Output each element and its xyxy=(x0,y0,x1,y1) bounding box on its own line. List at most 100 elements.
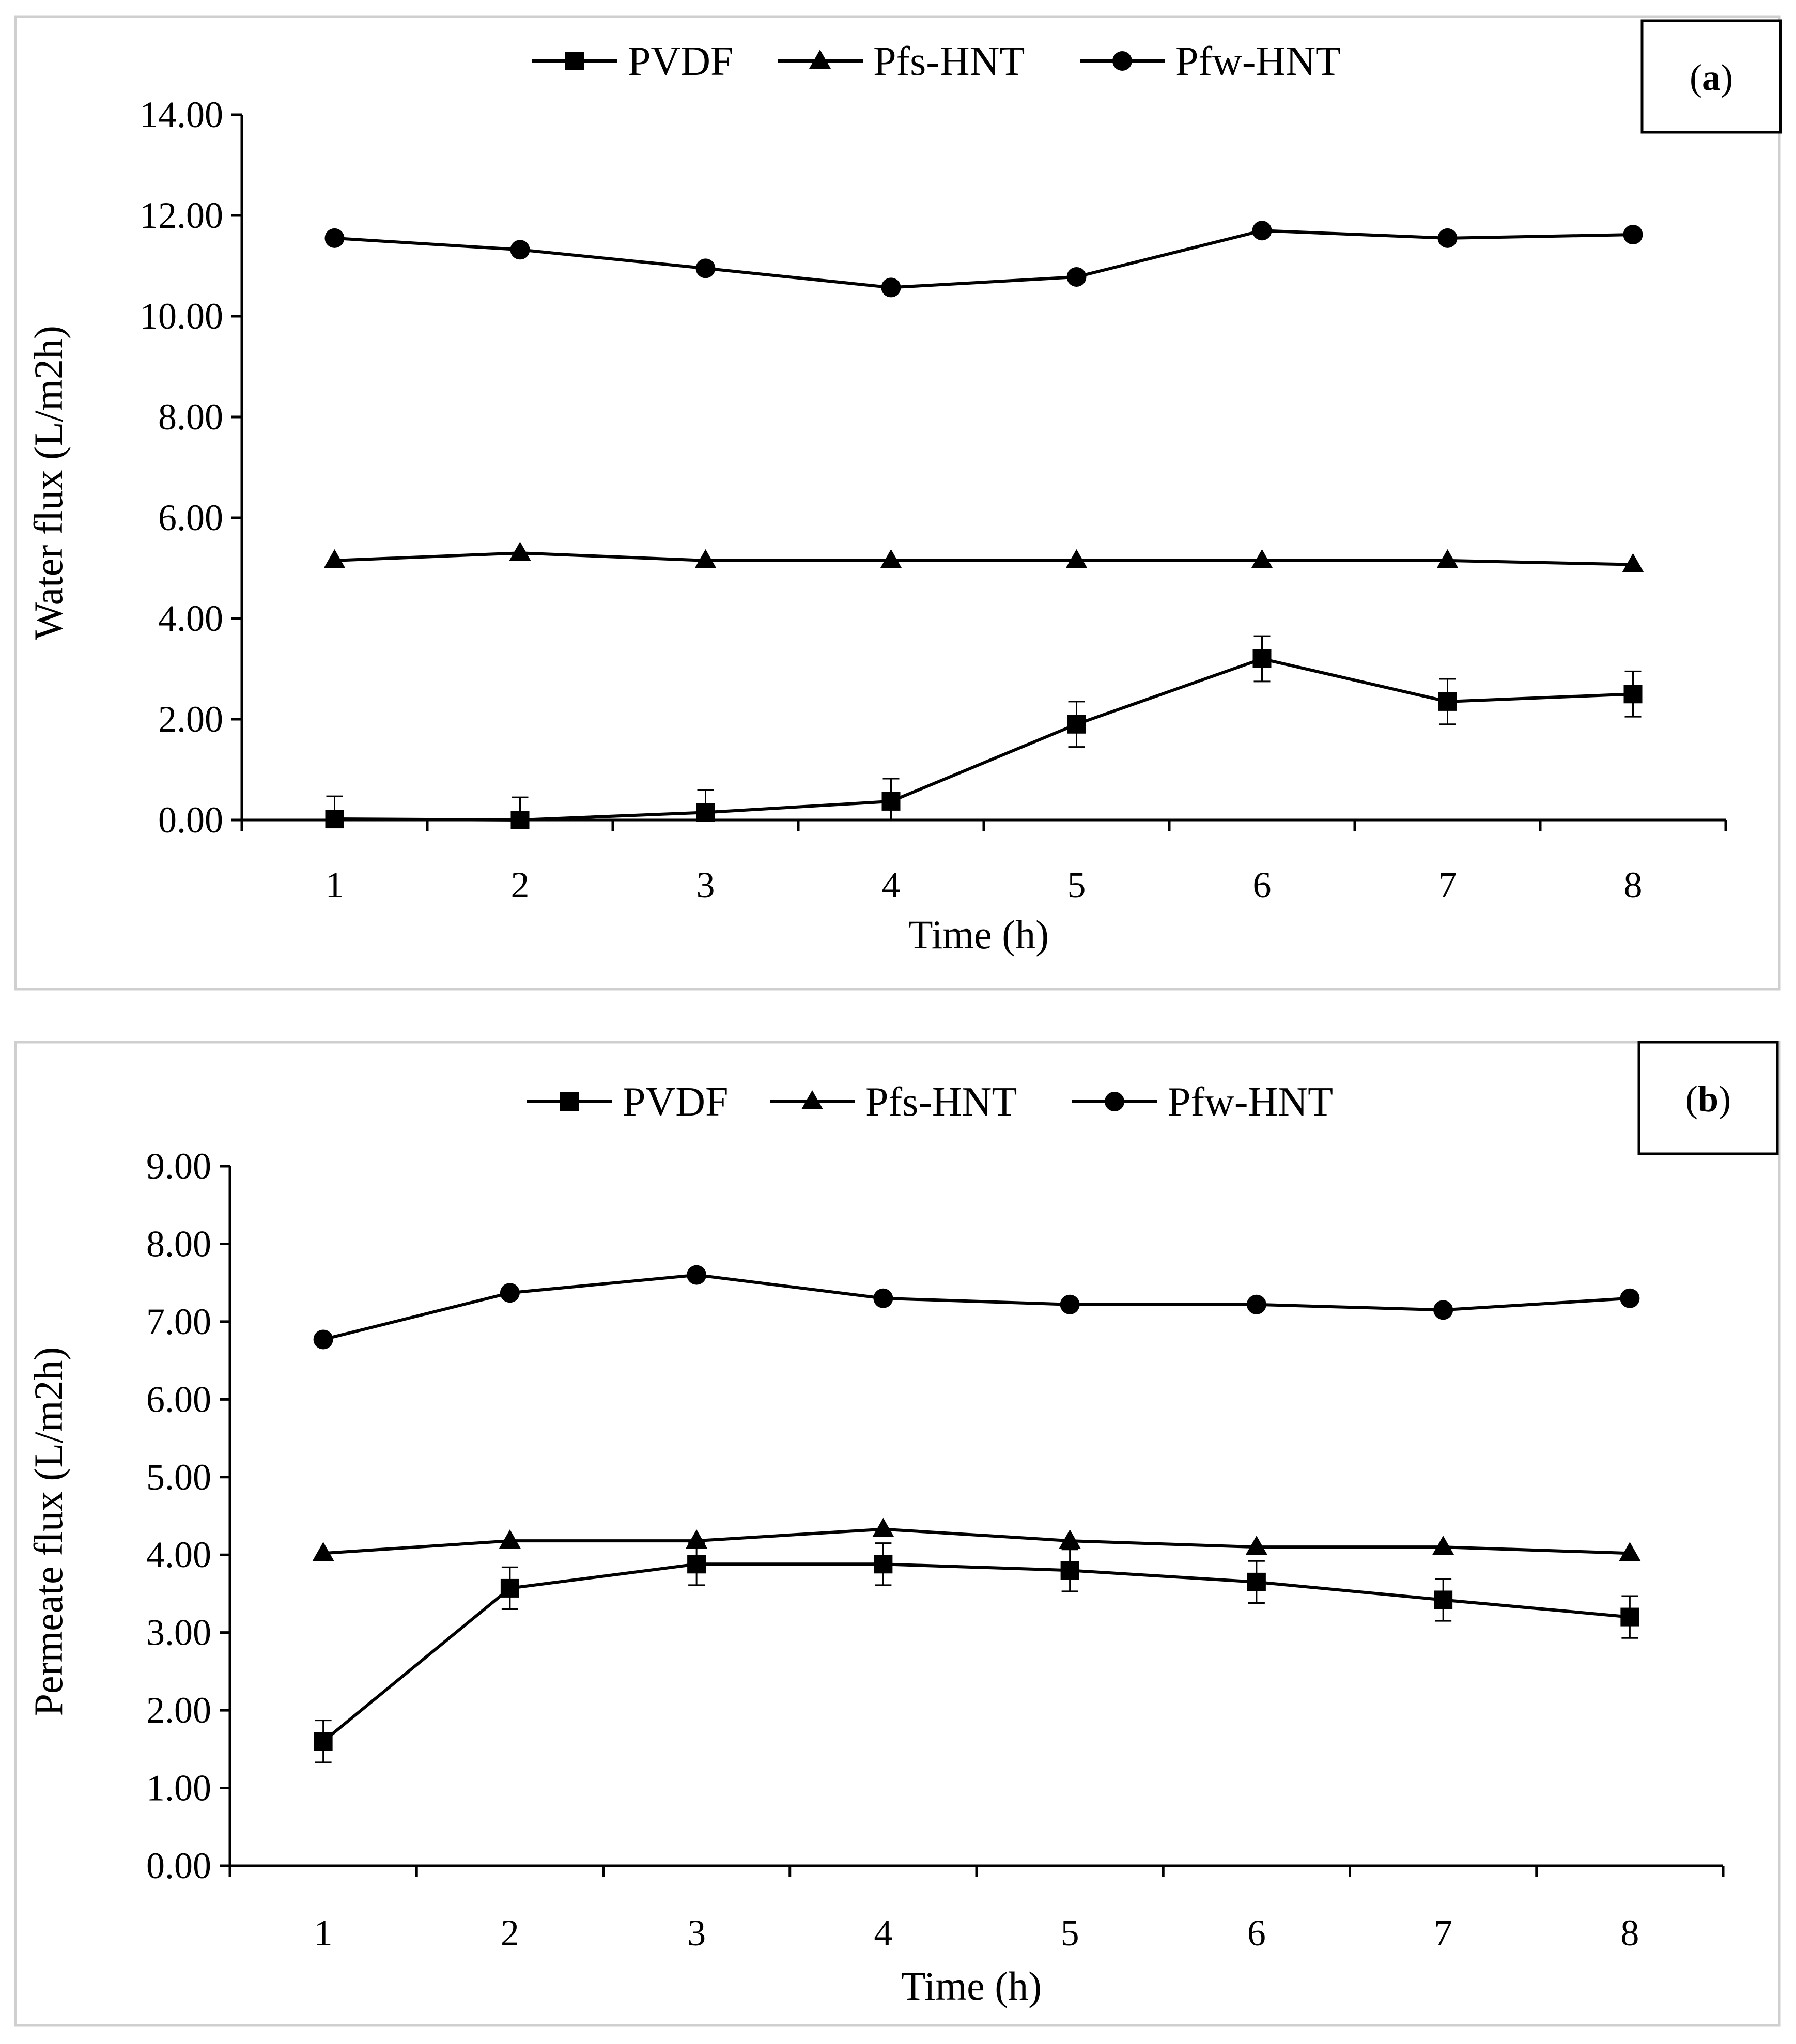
panel-label-letter: b xyxy=(1698,1078,1718,1120)
data-point xyxy=(1066,267,1087,287)
data-point xyxy=(1432,1536,1454,1555)
legend-item-pvdf: PVDF xyxy=(532,39,734,84)
y-tick-label: 9.00 xyxy=(146,1145,211,1187)
y-tick-label: 3.00 xyxy=(146,1612,211,1653)
data-point xyxy=(510,811,530,829)
data-point xyxy=(313,1329,333,1350)
data-point xyxy=(500,1283,520,1303)
x-tick-label: 5 xyxy=(1067,864,1086,906)
data-point xyxy=(500,1578,519,1598)
x-axis-title: Time (h) xyxy=(908,912,1049,957)
legend-marker xyxy=(1112,51,1132,71)
y-tick-label: 2.00 xyxy=(146,1690,211,1731)
panel-label: (a) xyxy=(1690,57,1733,98)
data-point xyxy=(687,1555,706,1574)
data-point xyxy=(1251,549,1273,568)
data-point xyxy=(509,541,531,561)
x-tick-label: 2 xyxy=(511,864,530,906)
y-tick-label: 8.00 xyxy=(146,1223,211,1264)
data-point xyxy=(880,549,902,568)
x-tick-label: 3 xyxy=(687,1912,706,1954)
panel-label-box xyxy=(1637,1041,1779,1155)
data-point xyxy=(1060,1561,1079,1580)
data-point xyxy=(1067,715,1086,734)
data-point xyxy=(1437,228,1458,248)
legend: PVDF Pfs-HNT Pfw-HNT xyxy=(527,1079,1333,1125)
data-point xyxy=(1060,1294,1080,1314)
series-pfs-hnt xyxy=(323,541,1644,572)
data-point xyxy=(1433,1300,1453,1320)
data-point xyxy=(499,1529,521,1549)
x-tick-label: 3 xyxy=(696,864,715,906)
y-tick-label: 0.00 xyxy=(158,799,223,841)
data-point xyxy=(1252,221,1272,241)
y-tick-label: 2.00 xyxy=(158,699,223,740)
data-point xyxy=(314,1732,333,1751)
legend-item-pvdf: PVDF xyxy=(527,1079,729,1125)
data-point xyxy=(872,1517,894,1537)
x-tick-label: 1 xyxy=(326,864,344,906)
legend-label: Pfw-HNT xyxy=(1175,39,1341,84)
legend-marker xyxy=(560,1092,579,1111)
legend-label: PVDF xyxy=(623,1079,729,1125)
series-pfs-hnt xyxy=(312,1517,1641,1561)
data-point xyxy=(1622,553,1644,572)
data-point xyxy=(874,1555,893,1574)
y-tick-label: 0.00 xyxy=(146,1845,211,1886)
series-line xyxy=(334,551,1633,566)
panel-a: 0.00 2.00 4.00 6.00 8.00 10.00 12.00 14.00 1 2 3 4 5… xyxy=(26,19,1782,957)
series-pfw-hnt xyxy=(313,1265,1640,1350)
series-pvdf xyxy=(314,1542,1639,1763)
data-point xyxy=(873,1288,893,1308)
data-point xyxy=(1434,1590,1453,1609)
data-point xyxy=(312,1542,334,1561)
y-tick-label: 5.00 xyxy=(146,1457,211,1498)
legend-label: Pfs-HNT xyxy=(873,39,1025,84)
y-tick-label: 4.00 xyxy=(146,1534,211,1575)
series-pvdf xyxy=(325,635,1643,829)
x-tick-label: 6 xyxy=(1253,864,1272,906)
data-point xyxy=(694,549,717,568)
data-point xyxy=(1247,1572,1266,1591)
legend-label: Pfw-HNT xyxy=(1168,1079,1333,1125)
data-point xyxy=(323,549,346,568)
panel-a-frame xyxy=(14,15,1781,991)
legend-marker xyxy=(565,52,584,70)
y-axis-title: Permeate flux (L/m2h) xyxy=(26,1347,71,1716)
data-point xyxy=(686,1529,708,1549)
x-axis-title: Time (h) xyxy=(901,1963,1042,2008)
legend-item-pfs-hnt: Pfs-HNT xyxy=(770,1079,1017,1125)
legend-marker xyxy=(1105,1092,1124,1111)
data-point xyxy=(1246,1294,1266,1314)
series-line xyxy=(323,1527,1630,1555)
data-point xyxy=(1623,685,1643,704)
data-point xyxy=(1436,549,1459,568)
series-line xyxy=(322,1562,1630,1743)
y-tick-label: 6.00 xyxy=(158,497,223,538)
data-point xyxy=(324,228,345,248)
y-tick-label: 4.00 xyxy=(158,598,223,639)
series-pfw-hnt xyxy=(324,221,1643,298)
data-point xyxy=(1065,549,1088,568)
legend-label: PVDF xyxy=(628,39,734,84)
series-line xyxy=(322,1273,1630,1341)
panel-b-frame xyxy=(14,1041,1781,2027)
y-tick-label: 10.00 xyxy=(140,296,223,337)
x-tick-label: 7 xyxy=(1438,864,1457,906)
legend: PVDF Pfs-HNT Pfw-HNT xyxy=(532,39,1341,84)
legend-item-pfs-hnt: Pfs-HNT xyxy=(778,39,1025,84)
x-tick-label: 7 xyxy=(1434,1912,1452,1954)
data-point xyxy=(1059,1529,1081,1549)
data-point xyxy=(881,792,901,811)
panel-label-letter: a xyxy=(1702,57,1721,98)
y-tick-label: 7.00 xyxy=(146,1301,211,1342)
panel-label-open-paren: ( xyxy=(1690,57,1702,98)
y-tick-label: 1.00 xyxy=(146,1768,211,1809)
legend-item-pfw-hnt: Pfw-HNT xyxy=(1080,39,1341,84)
x-tick-label: 1 xyxy=(314,1912,333,1954)
y-tick-label: 6.00 xyxy=(146,1379,211,1420)
x-tick-label: 4 xyxy=(882,864,901,906)
y-tick-label: 12.00 xyxy=(140,195,223,236)
data-point xyxy=(1620,1288,1640,1308)
